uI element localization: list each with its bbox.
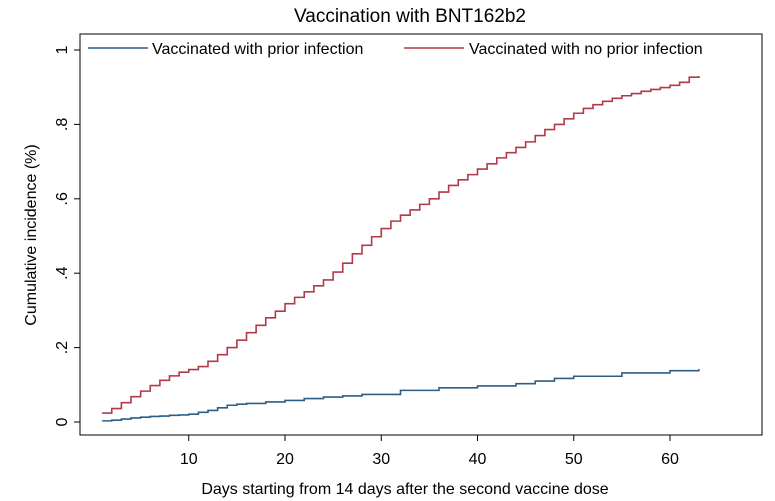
y-axis-label: Cumulative incidence (%) (23, 144, 40, 325)
series-line-prior-infection (102, 369, 700, 422)
y-tick-label-4: .8 (54, 118, 71, 131)
y-tick-label-2: .4 (54, 266, 71, 279)
y-tick-label-0: 0 (54, 417, 71, 426)
x-tick-label-30: 30 (372, 451, 390, 468)
series-line-no-prior-infection (102, 76, 700, 414)
legend: Vaccinated with prior infection Vaccinat… (88, 41, 703, 58)
legend-label-prior-infection: Vaccinated with prior infection (152, 41, 363, 58)
x-tick-label-60: 60 (661, 451, 679, 468)
plot-frame (79, 33, 763, 436)
x-tick-label-40: 40 (469, 451, 487, 468)
series-layer (102, 76, 700, 422)
legend-label-no-prior-infection: Vaccinated with no prior infection (469, 41, 703, 58)
x-axis-label: Days starting from 14 days after the sec… (201, 481, 608, 498)
y-axis: 0 .2 .4 .6 .8 1 (54, 45, 80, 426)
x-axis: 10 20 30 40 50 60 (180, 435, 679, 468)
x-tick-label-10: 10 (180, 451, 198, 468)
x-tick-label-50: 50 (565, 451, 583, 468)
y-tick-label-1: .2 (54, 341, 71, 354)
y-tick-label-5: 1 (54, 45, 71, 54)
x-tick-label-20: 20 (276, 451, 294, 468)
y-tick-label-3: .6 (54, 192, 71, 205)
chart-title: Vaccination with BNT162b2 (294, 6, 526, 27)
